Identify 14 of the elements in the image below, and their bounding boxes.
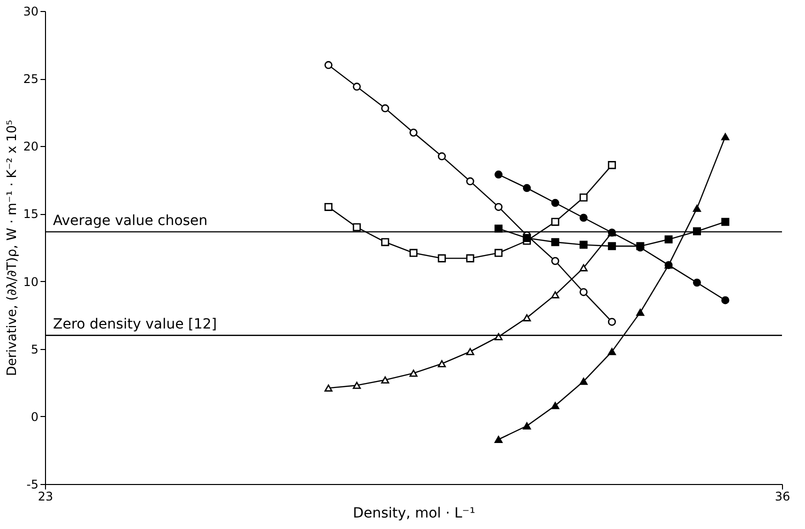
y-tick-label: 30 <box>23 4 38 18</box>
x-tick-label: 23 <box>38 490 54 504</box>
y-tick-label: 10 <box>23 274 38 289</box>
x-tick-label: 36 <box>774 490 790 504</box>
ref-line-label: Zero density value [12] <box>53 316 217 332</box>
y-tick-label: -5 <box>26 478 38 492</box>
y-tick-label: 5 <box>30 342 38 356</box>
ref-line-label: Average value chosen <box>53 212 208 229</box>
y-axis-title: Derivative, (∂λ/∂T)ρ, W · m⁻¹ · K⁻² x 10⁵ <box>5 120 20 376</box>
y-tick-label: 15 <box>23 207 38 222</box>
y-tick-label: 20 <box>23 140 38 154</box>
x-axis-title: Density, mol · L⁻¹ <box>352 506 476 522</box>
y-tick-label: 0 <box>30 410 38 424</box>
y-tick-label: 25 <box>23 72 38 86</box>
